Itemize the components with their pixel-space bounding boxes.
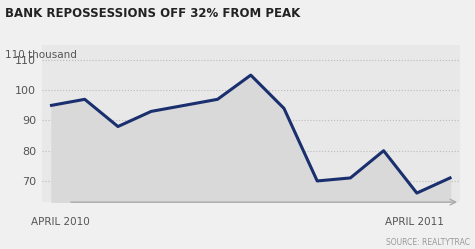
Text: BANK REPOSSESSIONS OFF 32% FROM PEAK: BANK REPOSSESSIONS OFF 32% FROM PEAK	[5, 7, 300, 20]
Text: 110 thousand: 110 thousand	[5, 50, 76, 60]
Text: APRIL 2011: APRIL 2011	[385, 217, 444, 227]
Text: SOURCE: REALTYTRAC: SOURCE: REALTYTRAC	[386, 238, 470, 247]
Text: APRIL 2010: APRIL 2010	[31, 217, 90, 227]
